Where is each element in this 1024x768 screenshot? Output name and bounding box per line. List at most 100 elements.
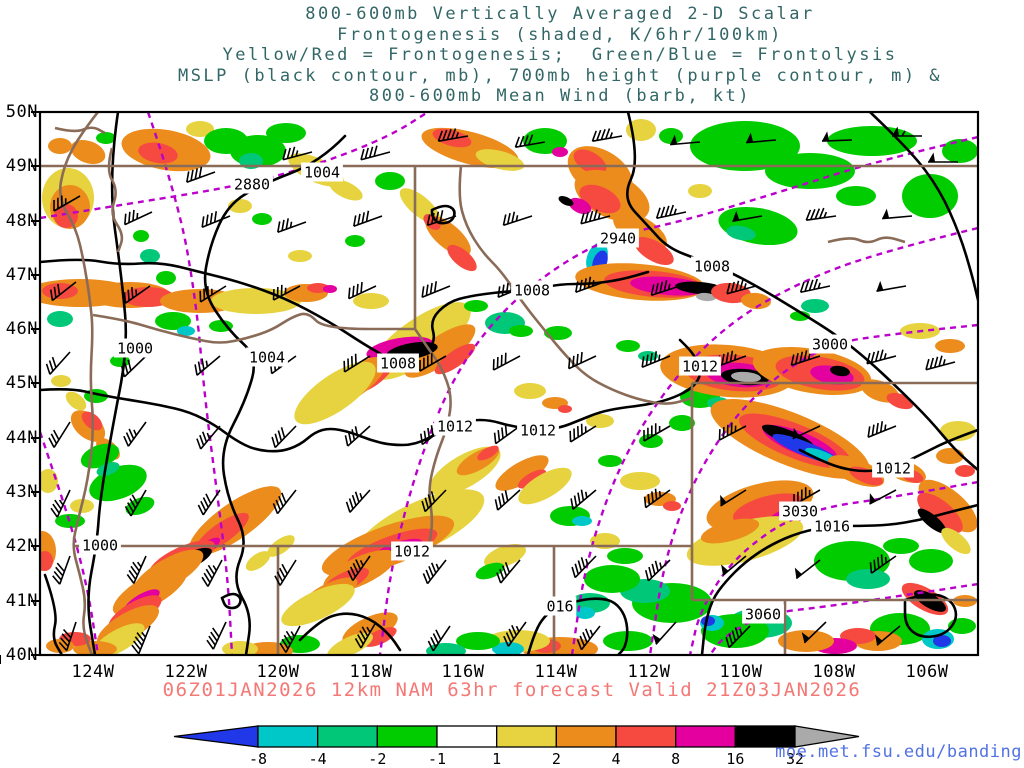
wind-barb xyxy=(186,166,216,184)
wind-barb-pennant xyxy=(794,567,802,579)
frontogenesis-shading-blob xyxy=(830,365,850,377)
frontogenesis-shading-blob xyxy=(846,569,890,589)
frontogenesis-shading-blob xyxy=(464,300,488,312)
frontogenesis-shading-blob xyxy=(620,472,660,490)
contour-label: 1000 xyxy=(117,340,153,358)
colorbar-segment xyxy=(496,725,557,748)
state-border xyxy=(458,165,693,405)
contour-label: 2880 xyxy=(234,176,270,194)
wind-barb xyxy=(569,423,597,443)
colorbar-tick-label: -1 xyxy=(428,750,446,768)
lat-label-43N: 43N xyxy=(5,482,38,502)
wind-barb xyxy=(882,208,913,220)
wind-barb-shaft xyxy=(272,284,301,301)
frontogenesis-shading-blob xyxy=(940,421,976,441)
wind-barb xyxy=(655,204,687,220)
wind-barb xyxy=(492,352,521,371)
colorbar-segment xyxy=(675,725,736,748)
state-border xyxy=(54,126,106,135)
wind-barb xyxy=(272,489,297,515)
wind-barb xyxy=(650,280,681,297)
colorbar-tick-label: 32 xyxy=(786,750,804,768)
wind-barb-shaft xyxy=(571,555,597,579)
wind-barb xyxy=(131,625,151,655)
wind-barb xyxy=(50,489,71,518)
frontogenesis-shading-blob xyxy=(634,237,674,265)
wind-barb-shaft xyxy=(795,559,821,580)
lat-label-42N: 42N xyxy=(5,536,38,556)
contour-label: 3000 xyxy=(812,336,848,354)
frontogenesis-shading-blob xyxy=(211,288,301,314)
wind-barb-shaft xyxy=(422,559,447,585)
title-line-3: Yellow/Red = Frontogenesis; Green/Blue =… xyxy=(222,45,898,65)
lon-label-116W: 116W xyxy=(441,662,485,682)
mslp-contour xyxy=(430,204,456,225)
wind-barb xyxy=(790,350,821,367)
wind-barb-pennant xyxy=(652,633,661,645)
wind-barb-pennant xyxy=(928,152,935,162)
colorbar-segment xyxy=(257,725,319,748)
frontogenesis-shading-blob xyxy=(40,551,53,571)
title-line-2: Frontogenesis (shaded, K/6hr/100km) xyxy=(337,24,783,45)
frontogenesis-shading-blob xyxy=(140,249,160,263)
frontogenesis-shading-blob xyxy=(733,493,803,525)
wind-barb-shaft xyxy=(576,625,601,651)
wind-barb xyxy=(869,554,897,574)
wind-barb-pennant xyxy=(876,280,884,292)
frontogenesis-shading-blob xyxy=(731,371,761,383)
colorbar-tick-label: -4 xyxy=(309,750,327,768)
frontogenesis-shading-blob xyxy=(518,467,572,505)
wind-barb-shaft xyxy=(345,489,371,513)
frontogenesis-shading-blob xyxy=(294,361,376,425)
contour-label: 2940 xyxy=(600,230,636,248)
wind-barb-shaft xyxy=(282,146,313,161)
wind-barb xyxy=(643,423,671,442)
wind-barb-shaft xyxy=(502,211,533,227)
frontogenesis-shading-blob xyxy=(96,132,116,144)
wind-barb xyxy=(201,559,223,587)
wind-barb-shaft xyxy=(869,489,897,505)
wind-barb-shaft xyxy=(52,555,71,585)
state-border xyxy=(827,236,906,244)
frontogenesis-shading-blob xyxy=(942,139,978,163)
wind-barb xyxy=(571,555,597,579)
frontogenesis-shading-blob xyxy=(741,292,771,310)
wind-barb-shaft xyxy=(123,285,151,304)
wind-barb-shaft xyxy=(790,350,821,367)
frontogenesis-shading-blob xyxy=(307,283,329,293)
wind-barb xyxy=(271,425,297,449)
frontogenesis-shading-blob xyxy=(616,340,640,352)
lon-label-120W: 120W xyxy=(256,662,300,682)
wind-barb-shaft xyxy=(568,351,597,370)
wind-barb-shaft xyxy=(799,278,831,294)
wind-barb-shaft xyxy=(201,559,223,587)
contour-label-box xyxy=(114,338,156,358)
wind-barb-shaft xyxy=(570,489,597,510)
colorbar-tick-label: 2 xyxy=(552,750,561,768)
wind-barb-shaft xyxy=(726,279,757,295)
wind-barb-shaft xyxy=(50,281,77,302)
wind-barb-shaft xyxy=(655,204,687,220)
700mb-height-contour xyxy=(688,480,978,655)
lat-label-44N: 44N xyxy=(5,428,38,448)
wind-barb xyxy=(422,559,447,585)
contour-label: 1008 xyxy=(514,282,550,300)
wind-barb xyxy=(718,422,747,441)
wind-barb xyxy=(353,210,383,228)
wind-barb xyxy=(866,349,897,365)
colorbar-tick-label: 8 xyxy=(671,750,680,768)
state-border xyxy=(107,147,124,253)
wind-barb-shaft xyxy=(271,425,297,449)
credit-link[interactable]: moe.met.fsu.edu/banding xyxy=(775,742,1022,762)
frontogenesis-shading-blob xyxy=(935,339,965,353)
wind-barb xyxy=(726,279,757,295)
wind-barb-shaft xyxy=(869,554,897,574)
frontogenesis-shading-blob xyxy=(663,501,681,511)
wind-barb xyxy=(794,559,821,580)
wind-barb xyxy=(360,145,391,161)
wind-barb xyxy=(580,209,611,225)
chart-title: 800-600mb Vertically Averaged 2-D Scalar… xyxy=(96,4,1024,107)
lat-label-46N: 46N xyxy=(5,319,38,339)
contour-label: 1016 xyxy=(814,518,850,536)
